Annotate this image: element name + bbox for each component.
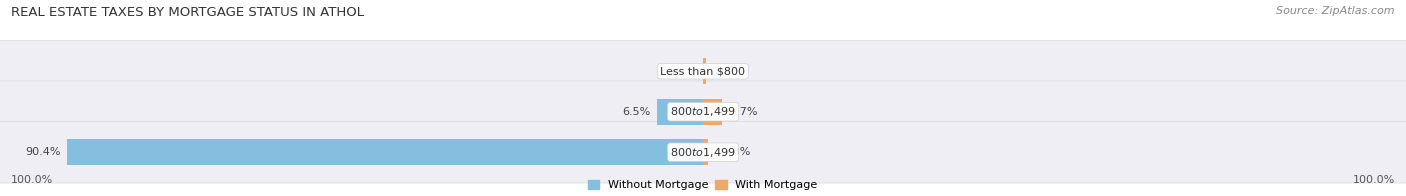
- Text: 100.0%: 100.0%: [11, 175, 53, 185]
- Text: $800 to $1,499: $800 to $1,499: [671, 146, 735, 159]
- Text: 6.5%: 6.5%: [621, 107, 650, 117]
- Text: REAL ESTATE TAXES BY MORTGAGE STATUS IN ATHOL: REAL ESTATE TAXES BY MORTGAGE STATUS IN …: [11, 6, 364, 19]
- Text: $800 to $1,499: $800 to $1,499: [671, 105, 735, 118]
- Text: 0.0%: 0.0%: [668, 66, 696, 76]
- Text: Source: ZipAtlas.com: Source: ZipAtlas.com: [1277, 6, 1395, 16]
- FancyBboxPatch shape: [0, 81, 1406, 142]
- Text: 2.7%: 2.7%: [728, 107, 758, 117]
- FancyBboxPatch shape: [0, 122, 1406, 183]
- Bar: [657, 99, 703, 125]
- Bar: [67, 139, 703, 165]
- FancyBboxPatch shape: [0, 40, 1406, 102]
- Text: 90.4%: 90.4%: [25, 147, 60, 157]
- Legend: Without Mortgage, With Mortgage: Without Mortgage, With Mortgage: [588, 180, 818, 191]
- Text: Less than $800: Less than $800: [661, 66, 745, 76]
- Bar: [703, 99, 723, 125]
- Bar: [703, 139, 707, 165]
- Text: 0.43%: 0.43%: [713, 66, 748, 76]
- Bar: [703, 58, 706, 84]
- Text: 0.68%: 0.68%: [714, 147, 751, 157]
- Text: 100.0%: 100.0%: [1353, 175, 1395, 185]
